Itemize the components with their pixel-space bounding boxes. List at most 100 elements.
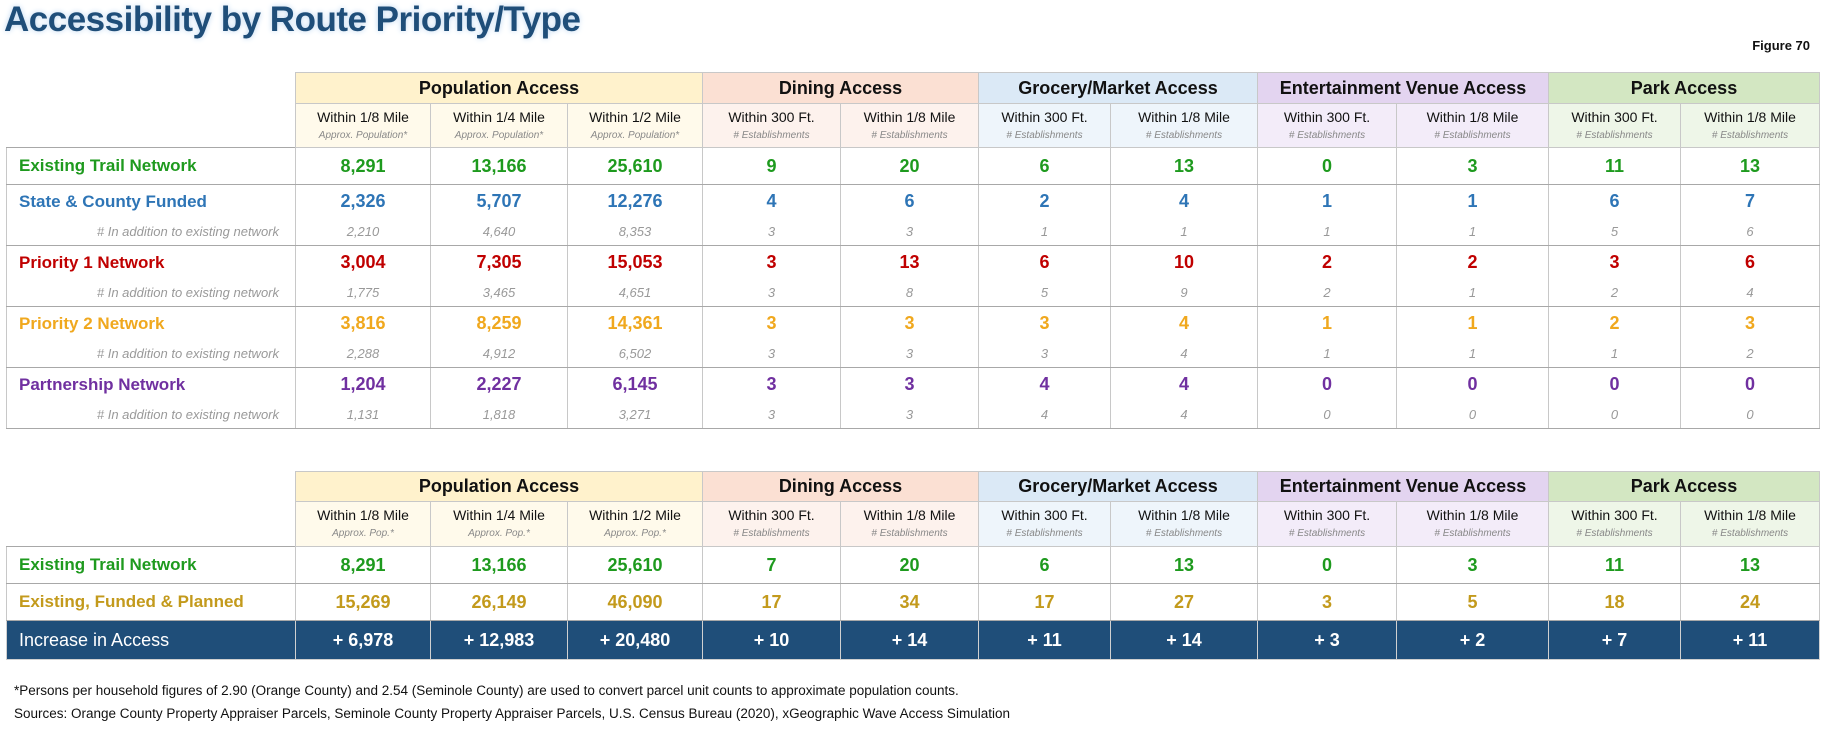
cell-subvalue: 1,775 xyxy=(295,279,431,307)
column-header: Within 300 Ft. # Establishments xyxy=(978,501,1111,547)
column-unit: # Establishments xyxy=(871,129,948,141)
figure-label: Figure 70 xyxy=(1752,38,1810,53)
cell-value: 6 xyxy=(840,184,979,219)
cell-value: 3 xyxy=(1257,583,1397,621)
table-row: State & County Funded 2,326 5,707 12,276 4 6 2… xyxy=(6,184,1820,219)
column-unit: # Establishments xyxy=(733,528,810,539)
cell-value: 18 xyxy=(1548,583,1681,621)
table-row: Priority 1 Network 3,004 7,305 15,053 3 13 6 10… xyxy=(6,245,1820,280)
cell-value: 7 xyxy=(702,546,841,584)
cell-value: 0 xyxy=(1257,367,1397,402)
column-header: Within 1/2 Mile Approx. Population* xyxy=(567,103,703,148)
cell-value: 1 xyxy=(1257,306,1397,341)
group-header-row: Population Access Dining Access Grocery/Ma… xyxy=(6,72,1820,104)
column-header: Within 1/8 Mile # Establishments xyxy=(1680,103,1820,148)
access-increase-summary-table: Population Access Dining Access Grocery/Ma… xyxy=(6,471,1820,660)
column-title: Within 1/8 Mile xyxy=(1426,108,1519,125)
total-value: + 6,978 xyxy=(295,620,431,660)
table-row: Existing Trail Network 8,291 13,166 25,610 7… xyxy=(6,546,1820,584)
column-title: Within 1/4 Mile xyxy=(453,108,545,125)
row-label: Existing, Funded & Planned xyxy=(6,583,296,621)
cell-value: 0 xyxy=(1257,147,1397,185)
column-title: Within 1/8 Mile xyxy=(1138,507,1230,523)
cell-value: 15,269 xyxy=(295,583,431,621)
accessibility-by-route-table: Population Access Dining Access Grocery/Ma… xyxy=(6,72,1820,429)
cell-value: 10 xyxy=(1110,245,1258,280)
row-label: Existing Trail Network xyxy=(6,147,296,185)
cell-subvalue: 2,288 xyxy=(295,340,431,368)
group-header: Entertainment Venue Access xyxy=(1257,72,1549,104)
table-subrow: # In addition to existing network 1,775 3,… xyxy=(6,279,1820,307)
column-header: Within 1/8 Mile # Establishments xyxy=(840,103,979,148)
column-unit: # Establishments xyxy=(733,129,810,141)
cell-subvalue: 0 xyxy=(1257,401,1397,429)
column-unit: Approx. Population* xyxy=(590,129,680,141)
page-title: Accessibility by Route Priority/Type xyxy=(4,0,581,39)
column-header: Within 1/4 Mile Approx. Population* xyxy=(430,103,568,148)
cell-value: 46,090 xyxy=(567,583,703,621)
column-title: Within 1/8 Mile xyxy=(1426,507,1519,523)
cell-value: 3 xyxy=(840,306,979,341)
column-unit: # Establishments xyxy=(1576,129,1653,141)
cell-subvalue: 2,210 xyxy=(295,218,431,246)
column-unit: # Establishments xyxy=(1288,528,1366,539)
blank-corner xyxy=(6,103,296,148)
cell-value: 3,004 xyxy=(295,245,431,280)
row-label: Existing Trail Network xyxy=(6,546,296,584)
cell-value: 13 xyxy=(1680,546,1820,584)
cell-value: 2,227 xyxy=(430,367,568,402)
group-header: Park Access xyxy=(1548,471,1820,502)
cell-value: 6 xyxy=(1548,184,1681,219)
column-title: Within 1/8 Mile xyxy=(1704,108,1796,125)
cell-value: 14,361 xyxy=(567,306,703,341)
total-value: + 20,480 xyxy=(567,620,703,660)
cell-value: 8,259 xyxy=(430,306,568,341)
column-header: Within 300 Ft. # Establishments xyxy=(978,103,1111,148)
subrow-label: # In addition to existing network xyxy=(6,340,296,368)
subrow-label: # In addition to existing network xyxy=(6,279,296,307)
cell-subvalue: 0 xyxy=(1680,401,1820,429)
cell-value: 3 xyxy=(840,367,979,402)
column-title: Within 1/8 Mile xyxy=(317,507,409,523)
column-header-row: Within 1/8 Mile Approx. Population* Within… xyxy=(6,103,1820,148)
group-header: Population Access xyxy=(295,72,703,104)
cell-value: 3 xyxy=(702,245,841,280)
cell-value: 13 xyxy=(1110,546,1258,584)
column-header: Within 1/8 Mile # Establishments xyxy=(1110,103,1258,148)
cell-subvalue: 4 xyxy=(978,401,1111,429)
column-unit: Approx. Pop.* xyxy=(332,528,394,539)
column-title: Within 300 Ft. xyxy=(1001,507,1088,523)
group-header: Grocery/Market Access xyxy=(978,471,1258,502)
column-unit: # Establishments xyxy=(1006,129,1083,141)
total-value: + 10 xyxy=(702,620,841,660)
cell-value: 17 xyxy=(978,583,1111,621)
group-header: Dining Access xyxy=(702,72,979,104)
cell-subvalue: 2 xyxy=(1680,340,1820,368)
column-title: Within 1/8 Mile xyxy=(863,108,956,125)
cell-subvalue: 1 xyxy=(1257,340,1397,368)
cell-value: 5 xyxy=(1396,583,1549,621)
cell-subvalue: 3 xyxy=(702,340,841,368)
cell-subvalue: 1 xyxy=(1396,218,1549,246)
cell-value: 11 xyxy=(1548,147,1681,185)
cell-subvalue: 3 xyxy=(978,340,1111,368)
column-title: Within 300 Ft. xyxy=(1571,108,1658,125)
cell-value: 20 xyxy=(840,546,979,584)
row-label: Priority 1 Network xyxy=(6,245,296,280)
cell-value: 4 xyxy=(978,367,1111,402)
column-header: Within 1/2 Mile Approx. Pop.* xyxy=(567,501,703,547)
cell-value: 34 xyxy=(840,583,979,621)
cell-subvalue: 0 xyxy=(1396,401,1549,429)
cell-value: 7,305 xyxy=(430,245,568,280)
cell-subvalue: 1 xyxy=(978,218,1111,246)
column-header: Within 1/8 Mile # Establishments xyxy=(1110,501,1258,547)
column-unit: # Establishments xyxy=(1288,129,1366,141)
cell-value: 25,610 xyxy=(567,546,703,584)
total-value: + 2 xyxy=(1396,620,1549,660)
cell-subvalue: 3 xyxy=(840,401,979,429)
cell-value: 13,166 xyxy=(430,147,568,185)
cell-value: 6 xyxy=(1680,245,1820,280)
group-header: Population Access xyxy=(295,471,703,502)
table-subrow: # In addition to existing network 1,131 1,… xyxy=(6,401,1820,429)
cell-subvalue: 1 xyxy=(1396,340,1549,368)
